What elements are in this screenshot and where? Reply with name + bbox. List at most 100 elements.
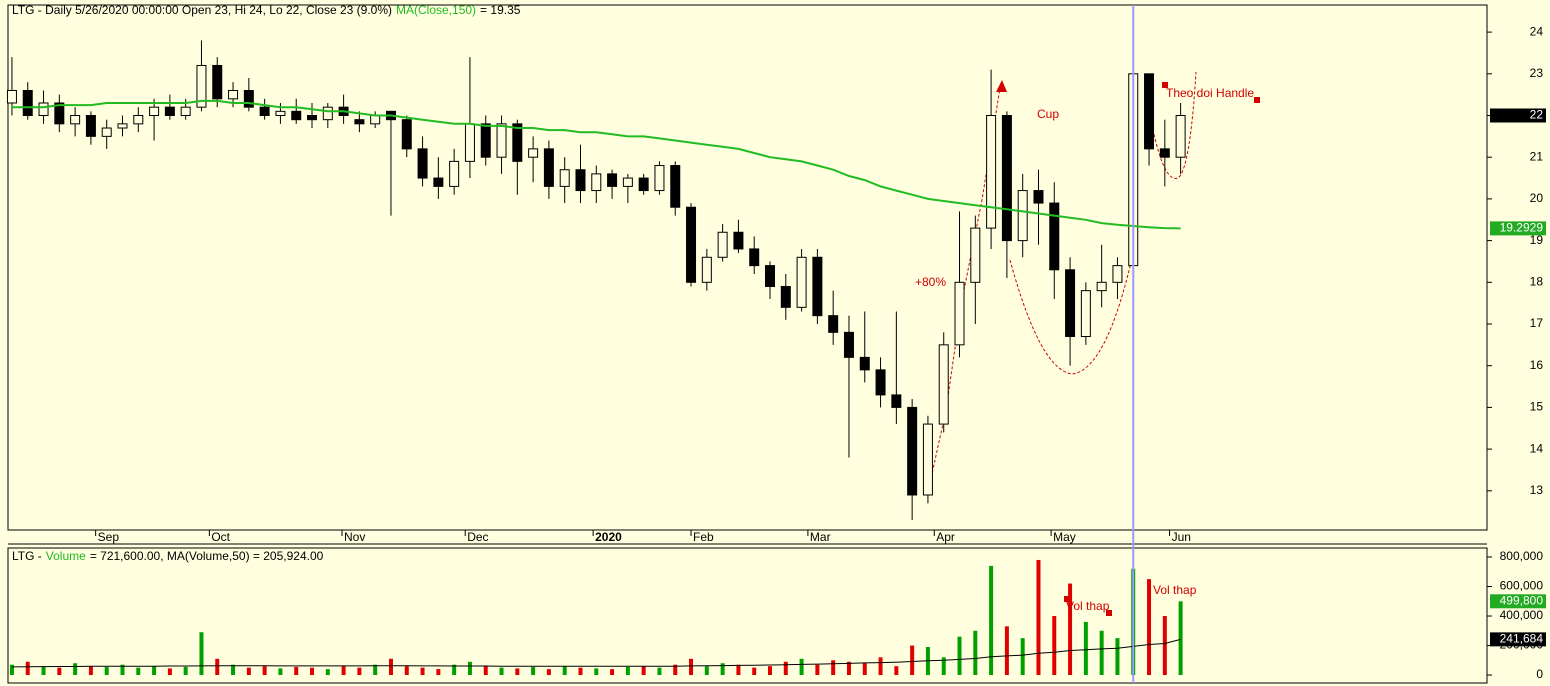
x-tick-label: Apr	[936, 530, 955, 544]
volume-bar	[467, 661, 472, 676]
candle-body	[180, 106, 191, 117]
volume-bar	[294, 666, 299, 676]
last-price-badge: 22	[1530, 108, 1544, 122]
candle-body	[1112, 265, 1123, 283]
volume-bar	[88, 666, 93, 676]
volume-bar	[1020, 638, 1025, 676]
volume-bar	[357, 667, 362, 676]
volume-bar	[325, 669, 330, 676]
volume-bar	[515, 668, 520, 676]
volume-badge: 499,800	[1500, 593, 1544, 607]
candle-body	[480, 123, 491, 158]
volume-bar	[246, 667, 251, 676]
volume-bar	[310, 667, 315, 676]
volume-bar	[136, 667, 141, 676]
volume-bar	[499, 667, 504, 676]
marker	[1064, 596, 1070, 602]
y-tick-label: 17	[1530, 316, 1544, 330]
header-title: LTG - Daily 5/26/2020 00:00:00 Open 23, …	[12, 3, 392, 17]
price-header: LTG - Daily 5/26/2020 00:00:00 Open 23, …	[12, 3, 521, 17]
candle-body	[54, 102, 65, 125]
candle-body	[1144, 73, 1155, 150]
header-ma-value: = 19.35	[480, 3, 521, 17]
volume-bar	[894, 666, 899, 676]
candle-body	[417, 148, 428, 179]
volume-bar	[231, 664, 236, 676]
y-tick-label: 600,000	[1500, 579, 1544, 593]
candle-body	[843, 331, 854, 358]
volume-bar	[720, 663, 725, 676]
candle-body	[780, 285, 791, 308]
volume-bar	[183, 666, 188, 676]
y-tick-label: 24	[1530, 24, 1544, 38]
y-tick-label: 21	[1530, 149, 1544, 163]
volume-bar	[578, 667, 583, 676]
candle-body	[986, 115, 997, 229]
volume-bar	[689, 658, 694, 676]
candle-body	[701, 256, 712, 283]
volume-bar	[878, 657, 883, 676]
volume-bar	[831, 660, 836, 676]
volume-bar	[25, 661, 30, 676]
ma-badge-bg	[1490, 221, 1546, 236]
volume-bar	[846, 661, 851, 676]
x-tick-label: Dec	[467, 530, 488, 544]
volume-bar	[531, 666, 536, 676]
volume-bar	[1115, 638, 1120, 676]
x-tick-label: Feb	[693, 530, 714, 544]
arrow-head	[996, 80, 1007, 92]
candle-body	[575, 169, 586, 192]
candle-body	[670, 165, 681, 208]
volume-bar	[278, 668, 283, 676]
volume-bar	[973, 630, 978, 676]
candle-body	[591, 173, 602, 192]
x-tick-label: Mar	[810, 530, 831, 544]
candle-body	[543, 148, 554, 187]
candle-body	[1065, 269, 1076, 338]
candle-body	[875, 369, 886, 396]
header-volume-value: = 721,600.00, MA(Volume,50) = 205,924.00	[90, 549, 324, 563]
candle-body	[433, 177, 444, 187]
candle-body	[1001, 115, 1012, 242]
volume-bar	[167, 668, 172, 676]
y-tick-label: 400,000	[1500, 608, 1544, 622]
volume-bar	[957, 636, 962, 676]
marker	[1162, 82, 1168, 88]
candle-body	[1159, 148, 1170, 158]
volume-bar	[910, 645, 915, 676]
y-tick-label: 800,000	[1500, 549, 1544, 563]
volume-bar	[1099, 630, 1104, 676]
candle-body	[954, 281, 965, 346]
candle-body	[654, 165, 665, 192]
volume-header: LTG - Volume = 721,600.00, MA(Volume,50) =…	[12, 549, 324, 563]
candle-body	[322, 106, 333, 121]
candle-body	[449, 160, 460, 187]
volume-bar	[673, 664, 678, 676]
volume-bar	[199, 632, 204, 676]
volume-bar	[262, 666, 267, 676]
header-volume: Volume	[46, 549, 86, 563]
volume-bar	[1147, 579, 1152, 676]
volume-bar	[657, 667, 662, 676]
candle-body	[749, 248, 760, 267]
candle-body	[733, 231, 744, 250]
candle-body	[149, 106, 160, 117]
candle-body	[370, 115, 381, 125]
volume-ma-badge-bg	[1490, 632, 1546, 647]
volume-bar	[41, 666, 46, 676]
candle-body	[1017, 190, 1028, 242]
volume-bar	[9, 664, 14, 676]
volume-bar	[594, 668, 599, 676]
candle-body	[1033, 190, 1044, 204]
volume-bar	[341, 666, 346, 676]
y-tick-label: 13	[1530, 483, 1544, 497]
volume-bar	[562, 666, 567, 676]
candle-body	[401, 119, 412, 150]
volume-bar	[373, 664, 378, 676]
candle-body	[512, 123, 523, 162]
volume-bar	[1004, 626, 1009, 676]
candle-body	[212, 64, 223, 100]
annotation: Vol thap	[1066, 599, 1110, 613]
volume-bar	[1036, 559, 1041, 676]
